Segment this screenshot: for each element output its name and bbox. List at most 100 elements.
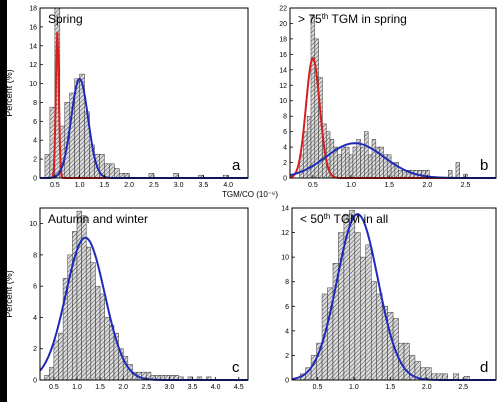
- y-tick-label: 12: [29, 62, 37, 69]
- histogram-bar: [365, 244, 372, 381]
- plot-frame: [39, 207, 249, 381]
- histogram-bar: [387, 154, 392, 179]
- panel-title: > 75th TGM in spring: [298, 12, 407, 26]
- y-tick-label: 10: [281, 255, 289, 262]
- y-tick-label: 8: [33, 100, 37, 107]
- panel-d: 0.5 1.0 1.5 2.0 2.5 0 2 4 6 8 10 12 14 < 50th TGM in …: [281, 206, 497, 391]
- y-tick-label: 4: [285, 328, 289, 335]
- histogram-bar: [90, 262, 96, 381]
- histogram-bar: [376, 293, 383, 381]
- x-tick-label: 4.0: [211, 384, 221, 391]
- histogram-bar: [354, 232, 361, 381]
- histogram-bar: [398, 170, 403, 179]
- x-tick-label: 3.0: [174, 182, 184, 189]
- x-tick-label: 1.5: [384, 182, 394, 189]
- histogram-bar: [95, 285, 101, 381]
- y-tick-label: 10: [279, 98, 287, 105]
- histogram-bar: [364, 131, 369, 179]
- y-tick-label: 6: [283, 129, 287, 136]
- panel-b: 0.5 1.0 1.5 2.0 2.5 0 2 4 6 8 10 12 14 16 18 20 22 > 75th…: [279, 6, 497, 189]
- x-tick-label: 1.0: [346, 182, 356, 189]
- histogram-bar: [104, 163, 110, 179]
- y-tick-label: 16: [279, 52, 287, 59]
- y-tick-label: 8: [33, 252, 37, 259]
- histogram-bar: [109, 325, 115, 381]
- panel-title: Autumn and winter: [48, 212, 148, 226]
- panel-letter: a: [232, 157, 241, 174]
- histogram-bar: [387, 312, 394, 381]
- y-tick-label: 6: [285, 304, 289, 311]
- x-tick-label: 3.5: [199, 182, 209, 189]
- x-tick-label: 2.0: [118, 384, 128, 391]
- histogram-bar: [85, 246, 92, 381]
- y-tick-label: 14: [279, 67, 287, 74]
- y-tick-label: 0: [283, 176, 287, 183]
- x-tick-label: 0.5: [49, 384, 59, 391]
- histogram-bar: [379, 146, 384, 179]
- y-tick-label: 2: [33, 157, 37, 164]
- histogram-bar: [109, 163, 115, 179]
- histogram-bar: [349, 210, 356, 381]
- y-tick-label: 14: [29, 43, 37, 50]
- x-tick-label: 1.5: [385, 384, 395, 391]
- y-tick-label: 6: [33, 119, 37, 126]
- panel-c: 0.5 1.0 1.5 2.0 2.5 3.0 3.5 4.0 4.5 0 2 4 6 8 10 Percen…: [4, 207, 249, 391]
- histogram-bar: [314, 38, 319, 179]
- y-tick-label: 2: [285, 353, 289, 360]
- histogram-bar: [104, 317, 110, 381]
- x-tick-label: 2.5: [461, 182, 471, 189]
- histogram-bar: [370, 281, 377, 381]
- histogram-bar: [348, 154, 354, 179]
- plot-frame: [39, 7, 249, 179]
- panel-letter: d: [480, 359, 488, 376]
- y-tick-label: 10: [29, 81, 37, 88]
- panels: 0.5 1.0 1.5 2.0 2.5 3.0 3.5 4.0 0 2 4 6 8 10 12 14 16 18 P…: [4, 6, 497, 391]
- histogram-bar: [337, 154, 342, 179]
- x-tick-label: 4.0: [223, 182, 233, 189]
- y-tick-label: 4: [33, 138, 37, 145]
- plot-frame: [289, 7, 497, 179]
- y-tick-label: 6: [33, 284, 37, 291]
- y-tick-label: 8: [285, 279, 289, 286]
- x-tick-label: 1.0: [75, 182, 85, 189]
- histogram-bar: [403, 342, 410, 381]
- histogram-bar: [455, 162, 461, 179]
- x-tick-label: 0.5: [50, 182, 60, 189]
- x-tick-label: 1.5: [95, 384, 105, 391]
- histogram-bar: [360, 256, 367, 381]
- histogram-bar: [341, 146, 346, 179]
- y-tick-label: 4: [283, 145, 287, 152]
- y-tick-label: 12: [281, 230, 289, 237]
- y-tick-label: 0: [33, 176, 37, 183]
- x-tick-label: 2.5: [458, 384, 468, 391]
- y-tick-label: 0: [33, 378, 37, 385]
- y-axis-label: Percent (%): [4, 270, 14, 318]
- y-tick-label: 0: [285, 378, 289, 385]
- x-tick-label: 4.5: [234, 384, 244, 391]
- x-tick-label: 2.0: [422, 182, 432, 189]
- histogram-bar: [48, 367, 55, 381]
- panel-title: Spring: [48, 12, 83, 26]
- y-tick-label: 4: [33, 315, 37, 322]
- panel-letter: b: [480, 157, 488, 174]
- x-tick-label: 1.5: [100, 182, 110, 189]
- shared-x-axis-label: TGM/CO (10⁻⁶): [222, 190, 278, 199]
- x-tick-label: 0.5: [313, 384, 323, 391]
- histogram-bar: [76, 210, 82, 381]
- histogram-bar: [367, 154, 373, 179]
- x-tick-label: 0.5: [308, 182, 318, 189]
- histogram-bar: [44, 375, 50, 381]
- x-tick-label: 3.5: [188, 384, 198, 391]
- y-tick-label: 8: [283, 114, 287, 121]
- y-tick-label: 12: [279, 83, 287, 90]
- histogram-bar: [310, 15, 316, 179]
- histogram-bar: [352, 146, 358, 179]
- y-tick-label: 2: [33, 346, 37, 353]
- y-tick-label: 14: [281, 206, 289, 213]
- y-tick-label: 18: [279, 36, 287, 43]
- y-tick-label: 20: [279, 21, 287, 28]
- histogram-bar: [53, 340, 59, 381]
- plot-frame: [291, 207, 497, 381]
- panel-a: 0.5 1.0 1.5 2.0 2.5 3.0 3.5 4.0 0 2 4 6 8 10 12 14 16 18 P…: [4, 6, 249, 189]
- histogram-bar: [58, 332, 64, 381]
